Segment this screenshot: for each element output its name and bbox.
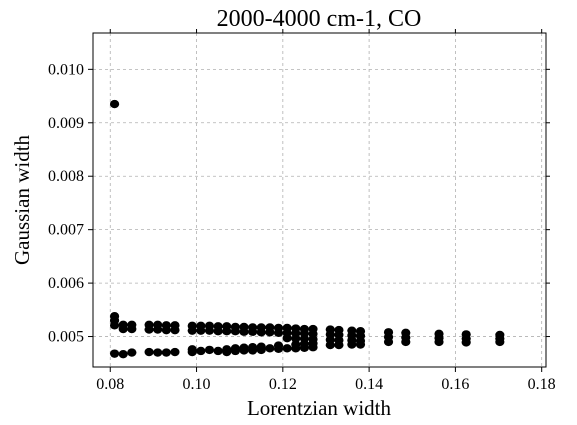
y-tick-label: 0.009 (48, 115, 84, 132)
scatter-point (153, 325, 163, 334)
data-points (109, 99, 505, 359)
scatter-point (118, 349, 128, 359)
scatter-point (325, 340, 335, 350)
plot-frame (92, 32, 547, 368)
scatter-point (248, 343, 258, 352)
scatter-point (273, 341, 284, 350)
scatter-point (299, 343, 309, 352)
scatter-point (187, 326, 197, 335)
scatter-point (161, 348, 171, 357)
scatter-point (127, 348, 137, 357)
scatter-point (196, 346, 206, 356)
scatter-point (230, 344, 240, 353)
y-tick-label: 0.006 (48, 275, 84, 292)
scatter-point (265, 328, 275, 337)
scatter-point (239, 343, 249, 352)
scatter-point (144, 325, 154, 334)
scatter-point (213, 346, 223, 356)
scatter-point (291, 334, 301, 343)
scatter-point (291, 344, 301, 353)
y-axis-label: Gaussian width (10, 134, 34, 265)
x-tick-label: 0.16 (441, 376, 469, 393)
scatter-point (204, 345, 215, 355)
scatter-point (282, 344, 292, 353)
scatter-point (222, 345, 232, 354)
scatter-point (248, 327, 258, 336)
y-tick-label: 0.005 (48, 329, 84, 346)
x-axis: 0.08 0.10 0.12 0.14 0.16 0.18 (96, 29, 556, 393)
x-axis-label: Lorentzian width (247, 396, 392, 420)
scatter-point (347, 340, 357, 349)
scatter-point (256, 328, 266, 337)
scatter-point (273, 328, 284, 337)
scatter-point (383, 337, 394, 347)
chart-title: 2000-4000 cm-1, CO (217, 6, 422, 32)
scatter-point (144, 347, 154, 357)
scatter-point (127, 324, 137, 334)
scatter-point (239, 327, 249, 336)
scatter-point (109, 349, 120, 358)
scatter-point (161, 325, 171, 335)
x-tick-label: 0.10 (183, 376, 211, 393)
scatter-point (495, 337, 505, 347)
scatter-point (222, 326, 232, 336)
scatter-point (434, 337, 444, 347)
scatter-point (461, 338, 471, 347)
scatter-point (265, 344, 275, 353)
scatter-point (334, 340, 344, 350)
scatter-point (308, 343, 318, 352)
x-tick-label: 0.18 (528, 376, 556, 393)
y-axis: 0.005 0.006 0.007 0.008 0.009 0.010 (48, 61, 550, 346)
x-tick-label: 0.14 (355, 376, 383, 393)
y-tick-label: 0.008 (48, 168, 84, 185)
scatter-point (213, 326, 223, 336)
x-tick-label: 0.08 (96, 376, 124, 393)
scatter-point (401, 337, 411, 347)
scatter-point (170, 325, 180, 335)
scatter-point (204, 326, 215, 335)
scatter-point (109, 99, 120, 109)
scatter-point (256, 342, 266, 351)
scatter-point (230, 326, 240, 336)
scatter-point (282, 333, 292, 343)
grid (93, 33, 546, 367)
x-tick-label: 0.12 (269, 376, 297, 393)
y-tick-label: 0.010 (48, 61, 84, 78)
scatter-point (355, 340, 366, 349)
scatter-point (153, 348, 163, 357)
y-tick-label: 0.007 (48, 222, 84, 239)
scatter-point (170, 347, 180, 357)
scatter-point (109, 321, 120, 330)
scatter-point (118, 324, 128, 334)
scatter-point (196, 326, 206, 335)
scatter-point (187, 345, 197, 354)
